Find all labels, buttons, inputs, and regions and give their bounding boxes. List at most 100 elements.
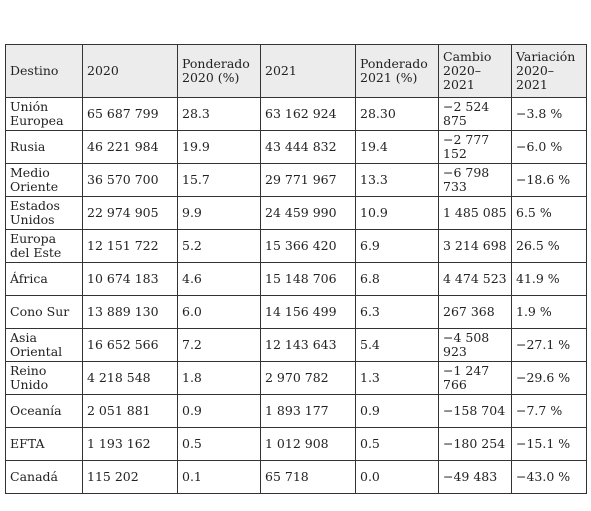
table-cell: 46 221 984	[82, 130, 178, 164]
table-cell: −180 254	[438, 427, 512, 461]
table-cell: Cono Sur	[5, 295, 83, 329]
table-cell: −6.0 %	[511, 130, 587, 164]
table-cell: 2 970 782	[260, 361, 356, 395]
table-cell: 0.0	[355, 460, 439, 494]
table-cell: 28.30	[355, 97, 439, 131]
table-cell: 15 148 706	[260, 262, 356, 296]
header-cell: Ponderado 2020 (%)	[177, 44, 261, 98]
table-cell: 12 143 643	[260, 328, 356, 362]
table-cell: 5.2	[177, 229, 261, 263]
table-cell: Reino Unido	[5, 361, 83, 395]
table-row: Unión Europea 65 687 799 28.3 63 162 924 28.…	[5, 97, 587, 131]
table-row: Rusia 46 221 984 19.9 43 444 832 19.4 −2 777 …	[5, 130, 587, 164]
table-cell: 1 893 177	[260, 394, 356, 428]
table-cell: 1 193 162	[82, 427, 178, 461]
table-cell: 10.9	[355, 196, 439, 230]
table-cell: 0.9	[355, 394, 439, 428]
header-cell: Cambio 2020–2021	[438, 44, 512, 98]
table-cell: 15 366 420	[260, 229, 356, 263]
table-cell: África	[5, 262, 83, 296]
table-cell: 12 151 722	[82, 229, 178, 263]
table-cell: 14 156 499	[260, 295, 356, 329]
table-cell: Asia Oriental	[5, 328, 83, 362]
table-cell: −2 777 152	[438, 130, 512, 164]
table-cell: 65 718	[260, 460, 356, 494]
table-cell: 6.5 %	[511, 196, 587, 230]
table-cell: 6.8	[355, 262, 439, 296]
table-cell: Medio Oriente	[5, 163, 83, 197]
table-cell: 1.3	[355, 361, 439, 395]
table-row: Europa del Este 12 151 722 5.2 15 366 420 6.…	[5, 229, 587, 263]
table-body: Unión Europea 65 687 799 28.3 63 162 924 28.…	[5, 97, 587, 494]
header-cell: 2020	[82, 44, 178, 98]
header-cell: 2021	[260, 44, 356, 98]
table-cell: 5.4	[355, 328, 439, 362]
table-cell: 1.9 %	[511, 295, 587, 329]
table-cell: 13.3	[355, 163, 439, 197]
table-cell: 43 444 832	[260, 130, 356, 164]
table-cell: 6.0	[177, 295, 261, 329]
table-cell: 1 012 908	[260, 427, 356, 461]
table-cell: 19.4	[355, 130, 439, 164]
table-cell: 28.3	[177, 97, 261, 131]
table-cell: 41.9 %	[511, 262, 587, 296]
table-row: Asia Oriental 16 652 566 7.2 12 143 643 5.4−…	[5, 328, 587, 362]
table-cell: 26.5 %	[511, 229, 587, 263]
table-cell: 1 485 085	[438, 196, 512, 230]
table-cell: −4 508 923	[438, 328, 512, 362]
table-cell: 10 674 183	[82, 262, 178, 296]
table-row: Cono Sur 13 889 130 6.0 14 156 499 6.3 267 36…	[5, 295, 587, 329]
table-cell: −3.8 %	[511, 97, 587, 131]
header-cell: Variación 2020–2021	[511, 44, 587, 98]
table-cell: 267 368	[438, 295, 512, 329]
table-cell: 6.3	[355, 295, 439, 329]
table-cell: 2 051 881	[82, 394, 178, 428]
table-cell: 22 974 905	[82, 196, 178, 230]
table-cell: Rusia	[5, 130, 83, 164]
table-cell: 36 570 700	[82, 163, 178, 197]
table-cell: 0.9	[177, 394, 261, 428]
table-cell: 0.5	[355, 427, 439, 461]
table-cell: −43.0 %	[511, 460, 587, 494]
table-cell: Unión Europea	[5, 97, 83, 131]
table-cell: Estados Unidos	[5, 196, 83, 230]
header-cell: Ponderado 2021 (%)	[355, 44, 439, 98]
table-cell: 13 889 130	[82, 295, 178, 329]
table-cell: Canadá	[5, 460, 83, 494]
table-cell: Europa del Este	[5, 229, 83, 263]
table-cell: 65 687 799	[82, 97, 178, 131]
table-cell: −6 798 733	[438, 163, 512, 197]
table-cell: EFTA	[5, 427, 83, 461]
header-row: Destino 2020 Ponderado 2020 (%) 2021 Pondera…	[5, 44, 587, 98]
table-cell: 115 202	[82, 460, 178, 494]
table-cell: 19.9	[177, 130, 261, 164]
table-cell: 9.9	[177, 196, 261, 230]
table-cell: −49 483	[438, 460, 512, 494]
table-cell: 15.7	[177, 163, 261, 197]
table-cell: 16 652 566	[82, 328, 178, 362]
table-cell: −29.6 %	[511, 361, 587, 395]
table-cell: −18.6 %	[511, 163, 587, 197]
table-cell: 0.1	[177, 460, 261, 494]
table-cell: 4.6	[177, 262, 261, 296]
table-cell: 3 214 698	[438, 229, 512, 263]
table-cell: 0.5	[177, 427, 261, 461]
table-cell: −2 524 875	[438, 97, 512, 131]
table-cell: 4 474 523	[438, 262, 512, 296]
table-cell: −27.1 %	[511, 328, 587, 362]
data-table: Destino 2020 Ponderado 2020 (%) 2021 Pondera…	[5, 44, 587, 494]
table-row: Estados Unidos 22 974 905 9.9 24 459 990 10.…	[5, 196, 587, 230]
table-cell: 4 218 548	[82, 361, 178, 395]
header-cell: Destino	[5, 44, 83, 98]
table-cell: 7.2	[177, 328, 261, 362]
table-row: África 10 674 183 4.6 15 148 706 6.8 4 474 52…	[5, 262, 587, 296]
table-row: Medio Oriente 36 570 700 15.7 29 771 967 13.…	[5, 163, 587, 197]
table-cell: 63 162 924	[260, 97, 356, 131]
table-cell: 1.8	[177, 361, 261, 395]
table-cell: 29 771 967	[260, 163, 356, 197]
table-row: Reino Unido 4 218 548 1.8 2 970 782 1.3 −1 24…	[5, 361, 587, 395]
table-cell: 6.9	[355, 229, 439, 263]
table-row: EFTA 1 193 162 0.5 1 012 908 0.5 −180 254 −15.…	[5, 427, 587, 461]
table-cell: −7.7 %	[511, 394, 587, 428]
